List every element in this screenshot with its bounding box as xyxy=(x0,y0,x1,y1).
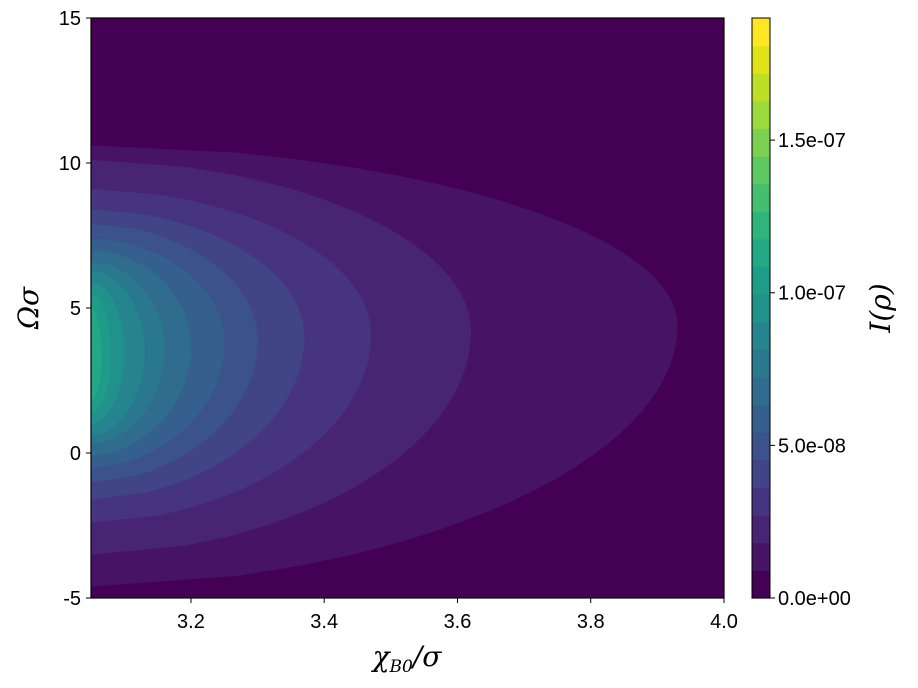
y-tick-label: 5 xyxy=(70,298,81,320)
colorbar-segment xyxy=(752,487,770,516)
colorbar-segment xyxy=(752,570,770,599)
colorbar-segment xyxy=(752,377,770,406)
x-tick-label: 3.4 xyxy=(310,611,338,633)
colorbar-segment xyxy=(752,211,770,240)
colorbar-segment xyxy=(752,294,770,323)
y-tick-label: 15 xyxy=(59,8,81,30)
colorbar-segment xyxy=(752,73,770,102)
colorbar xyxy=(751,17,771,599)
colorbar-segment xyxy=(752,183,770,212)
contour-level-12 xyxy=(91,307,102,402)
y-tick-label: -5 xyxy=(63,588,81,610)
y-tick-label: 10 xyxy=(59,153,81,175)
colorbar-segment xyxy=(752,459,770,489)
colorbar-segment xyxy=(752,321,770,351)
colorbar-segment xyxy=(752,266,770,295)
y-axis-label: Ωσ xyxy=(12,286,45,330)
colorbar-segment xyxy=(752,156,770,185)
colorbar-tick-label: 1.5e-07 xyxy=(778,130,846,152)
colorbar-segment xyxy=(752,432,770,461)
plot-area xyxy=(91,18,724,598)
x-axis-label-subscript: B0 xyxy=(389,657,413,677)
y-tick-label: 0 xyxy=(70,443,81,465)
colorbar-segment xyxy=(752,515,770,544)
colorbar-axis: 0.0e+00 5.0e-08 1.0e-07 1.5e-07 xyxy=(770,130,851,610)
colorbar-tick-label: 5.0e-08 xyxy=(778,435,846,457)
x-axis: 3.2 3.4 3.6 3.8 4.0 xyxy=(177,598,738,633)
colorbar-tick-label: 0.0e+00 xyxy=(778,588,851,610)
x-tick-label: 3.8 xyxy=(577,611,605,633)
colorbar-segment xyxy=(752,100,770,130)
colorbar-segment xyxy=(752,349,770,378)
colorbar-segment xyxy=(752,128,770,157)
colorbar-tick-label: 1.0e-07 xyxy=(778,283,846,305)
y-axis: -5 0 5 10 15 xyxy=(59,8,91,610)
x-tick-label: 4.0 xyxy=(710,611,738,633)
colorbar-segment xyxy=(752,542,770,571)
x-tick-label: 3.6 xyxy=(444,611,472,633)
x-axis-label: χB0/σ xyxy=(371,640,443,677)
colorbar-label: I(ρ) xyxy=(864,283,897,333)
colorbar-segment xyxy=(752,18,770,47)
colorbar-segment xyxy=(752,404,770,433)
colorbar-segment xyxy=(752,45,770,74)
x-tick-label: 3.2 xyxy=(177,611,205,633)
colorbar-segment xyxy=(752,238,770,268)
colorbar-frame xyxy=(751,17,771,599)
